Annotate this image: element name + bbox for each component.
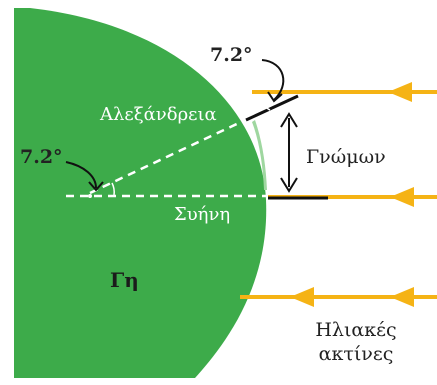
sun-ray-3 bbox=[240, 287, 437, 307]
triangle-left-icon bbox=[388, 82, 412, 102]
gnomon-alexandria bbox=[245, 94, 299, 122]
curved-arrow-head-center bbox=[88, 181, 104, 192]
triangle-left-icon bbox=[390, 187, 414, 207]
earth-shape bbox=[14, 8, 267, 378]
sun-rays-label: Ηλιακές ακτίνες bbox=[296, 318, 416, 366]
earth-center bbox=[88, 194, 92, 198]
curved-arrow-icon bbox=[65, 161, 97, 189]
center-angle-arc bbox=[111, 182, 115, 196]
syene-label: Συήνη bbox=[174, 204, 231, 225]
curved-arrow-icon bbox=[261, 59, 285, 101]
triangle-left-icon bbox=[290, 287, 314, 307]
sun-rays-label-line2: ακτίνες bbox=[318, 343, 394, 365]
center-angle-label: 7.2° bbox=[20, 146, 63, 168]
sun-rays-label-line1: Ηλιακές bbox=[315, 319, 397, 341]
sun-ray-1 bbox=[252, 82, 437, 102]
radius-to-alexandria bbox=[89, 112, 259, 195]
triangle-left-icon bbox=[390, 287, 414, 307]
gnomon-label: Γνώμων bbox=[306, 146, 386, 168]
alexandria-label: Αλεξάνδρεια bbox=[100, 104, 217, 125]
top-angle-label: 7.2° bbox=[210, 44, 253, 66]
alexandria-angle-arc bbox=[263, 99, 271, 111]
double-arrow-icon bbox=[280, 112, 298, 193]
curved-arrow-head-top bbox=[267, 91, 283, 103]
earth-rim bbox=[252, 120, 267, 190]
earth-label: Γη bbox=[110, 268, 139, 292]
